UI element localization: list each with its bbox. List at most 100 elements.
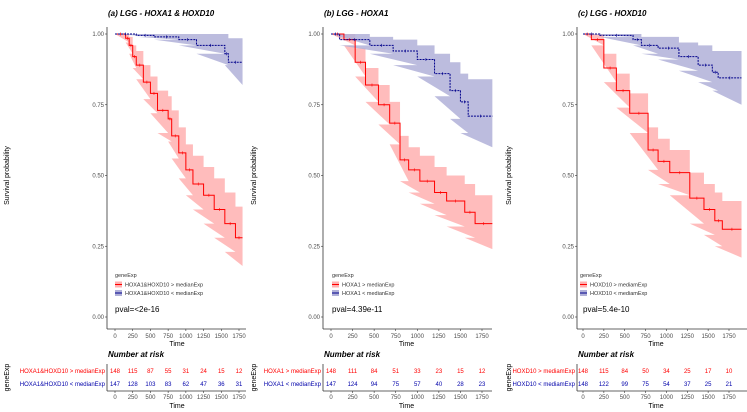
- risk-x-tick-label: 0: [581, 395, 585, 401]
- risk-count: 40: [436, 382, 443, 388]
- risk-count: 47: [200, 382, 207, 388]
- risk-count: 31: [183, 369, 190, 375]
- risk-count: 147: [110, 382, 121, 388]
- survival-curve-high: [583, 33, 742, 230]
- panel-b: (b) LGG - HOXA1 Survival probability 0.00 0…: [251, 9, 493, 410]
- y-tick-label: 1.00: [562, 32, 574, 38]
- risk-x-tick-label: 500: [369, 395, 380, 401]
- risk-x-tick-label: 250: [599, 395, 610, 401]
- x-tick-label: 0: [581, 334, 585, 340]
- x-tick-label: 500: [620, 334, 631, 340]
- risk-count: 83: [165, 382, 172, 388]
- risk-x-tick-label: 0: [329, 395, 333, 401]
- confidence-band-low: [331, 34, 493, 148]
- legend-entry: HOXA1 > medianExp: [342, 283, 394, 289]
- risk-count: 55: [165, 369, 172, 375]
- risk-count: 75: [642, 382, 649, 388]
- risk-table-title: Number at risk: [578, 350, 635, 359]
- legend-title: geneExp: [115, 273, 137, 279]
- risk-count: 10: [726, 369, 733, 375]
- panel-a: (a) LGG - HOXA1 & HOXD10 Survival probabi…: [4, 9, 246, 410]
- confidence-band-high: [331, 34, 493, 250]
- risk-count: 36: [218, 382, 225, 388]
- risk-count: 12: [479, 369, 486, 375]
- risk-y-axis-label: geneExp: [506, 364, 513, 392]
- risk-count: 23: [436, 369, 443, 375]
- risk-x-tick-label: 1500: [215, 395, 229, 401]
- risk-count: 50: [642, 369, 649, 375]
- risk-count: 111: [348, 369, 358, 375]
- risk-count: 31: [236, 382, 243, 388]
- risk-count: 33: [414, 369, 421, 375]
- x-tick-label: 1750: [232, 334, 246, 340]
- legend-entry: HOXD10 > mediamExp: [590, 283, 647, 289]
- risk-count: 37: [684, 382, 691, 388]
- risk-count: 124: [348, 382, 359, 388]
- risk-table-title: Number at risk: [324, 350, 381, 359]
- risk-x-tick-label: 1000: [411, 395, 425, 401]
- risk-count: 51: [392, 369, 399, 375]
- x-tick-label: 750: [163, 334, 174, 340]
- x-tick-label: 1500: [454, 334, 468, 340]
- risk-x-tick-label: 500: [145, 395, 156, 401]
- risk-row-label: HOXD10 < mediamExp: [512, 382, 575, 388]
- risk-x-tick-label: 1000: [179, 395, 193, 401]
- risk-x-tick-label: 1250: [197, 395, 211, 401]
- x-tick-label: 1750: [722, 334, 736, 340]
- y-tick-label: 0.00: [562, 315, 574, 321]
- legend-title: geneExp: [580, 273, 602, 279]
- risk-count: 28: [457, 382, 464, 388]
- x-tick-label: 500: [145, 334, 156, 340]
- risk-count: 17: [705, 369, 712, 375]
- x-tick-label: 1500: [215, 334, 229, 340]
- risk-count: 147: [326, 382, 337, 388]
- risk-count: 54: [663, 382, 670, 388]
- risk-count: 23: [479, 382, 486, 388]
- risk-row-label: HOXA1&HOXD10 > medianExp: [20, 369, 106, 375]
- risk-x-tick-label: 1750: [722, 395, 736, 401]
- risk-count: 15: [218, 369, 225, 375]
- y-tick-label: 0.50: [92, 174, 104, 180]
- x-axis-label: Time: [169, 341, 184, 348]
- risk-x-axis-label: Time: [169, 403, 184, 410]
- risk-count: 148: [326, 369, 337, 375]
- y-tick-label: 0.50: [308, 174, 320, 180]
- risk-table-title: Number at risk: [108, 350, 165, 359]
- risk-x-tick-label: 250: [348, 395, 359, 401]
- x-tick-label: 1250: [432, 334, 446, 340]
- risk-x-tick-label: 1500: [454, 395, 468, 401]
- risk-count: 115: [128, 369, 138, 375]
- legend-title: geneExp: [332, 273, 354, 279]
- risk-count: 75: [392, 382, 399, 388]
- risk-count: 94: [371, 382, 378, 388]
- risk-count: 21: [726, 382, 733, 388]
- panel-title: (a) LGG - HOXA1 & HOXD10: [108, 9, 215, 18]
- legend-entry: HOXA1 < medianExp: [342, 291, 394, 297]
- y-axis-label: Survival probability: [506, 146, 513, 205]
- risk-count: 84: [371, 369, 378, 375]
- risk-x-axis-label: Time: [399, 403, 414, 410]
- p-value: pval=5.4e-10: [583, 305, 630, 314]
- risk-x-tick-label: 750: [641, 395, 652, 401]
- risk-x-tick-label: 750: [163, 395, 174, 401]
- x-tick-label: 250: [128, 334, 139, 340]
- x-tick-label: 1750: [475, 334, 489, 340]
- x-tick-label: 1000: [179, 334, 193, 340]
- confidence-band-low: [583, 34, 742, 105]
- confidence-band-high: [583, 34, 742, 258]
- risk-row-label: HOXA1 > medianExp: [264, 369, 322, 375]
- risk-count: 57: [414, 382, 421, 388]
- legend-entry: HOXA1&HOXD10 < medianExp: [125, 291, 203, 297]
- risk-x-tick-label: 1750: [232, 395, 246, 401]
- risk-count: 24: [200, 369, 207, 375]
- x-tick-label: 750: [641, 334, 652, 340]
- panel-c: (c) LGG - HOXD10 Survival probability 0.00…: [506, 9, 747, 410]
- y-tick-label: 0.00: [308, 315, 320, 321]
- y-tick-label: 0.50: [562, 174, 574, 180]
- risk-count: 148: [110, 369, 121, 375]
- legend-entry: HOXA1&HOXD10 > medianExp: [125, 283, 203, 289]
- risk-count: 122: [599, 382, 610, 388]
- x-axis-label: Time: [648, 341, 663, 348]
- risk-row-label: HOXD10 > mediamExp: [512, 369, 575, 375]
- risk-count: 99: [621, 382, 628, 388]
